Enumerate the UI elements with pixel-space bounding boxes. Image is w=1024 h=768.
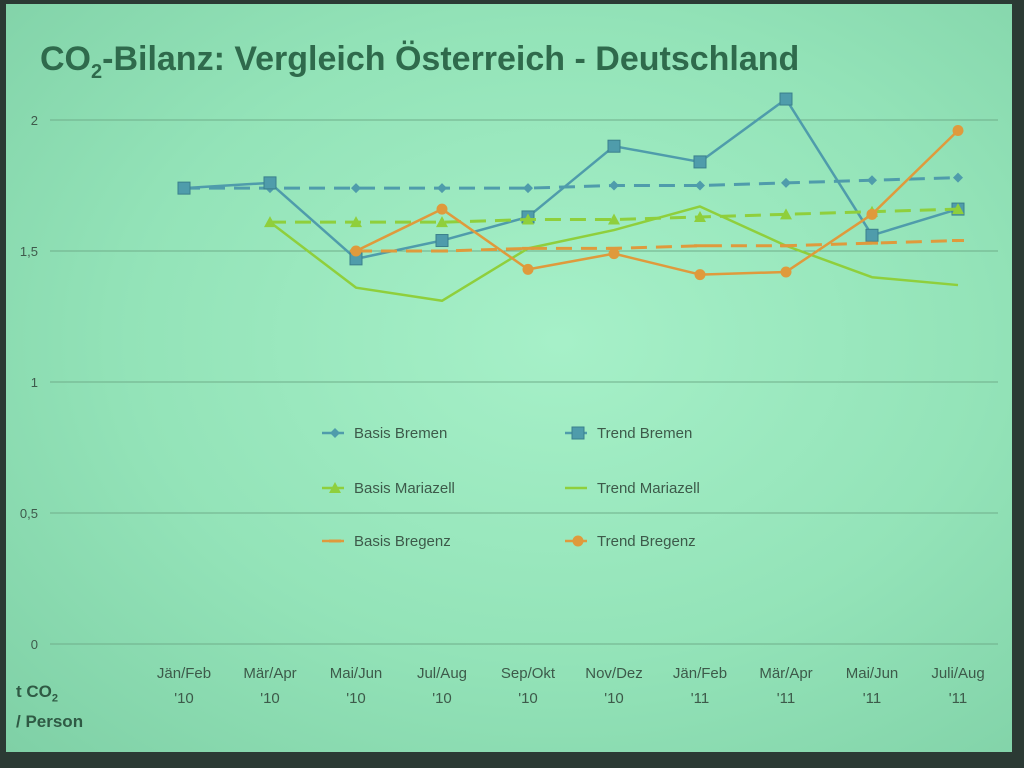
data-point-trend-bregenz — [436, 203, 448, 215]
x-tick-label: Jän/Feb — [157, 665, 211, 682]
legend-label-basis-bregenz: Basis Bregenz — [354, 533, 451, 550]
y-axis-label-line2: / Person — [16, 712, 84, 732]
data-point-trend-bregenz — [350, 245, 362, 257]
legend-label-basis-bremen: Basis Bremen — [354, 425, 447, 442]
x-tick-label: Sep/Okt — [501, 665, 556, 682]
data-point-basis-bremen — [437, 183, 447, 194]
x-tick-label-year: '11 — [863, 690, 881, 707]
y-tick-label: 2 — [31, 113, 38, 128]
series-line-basis-bregenz — [356, 239, 959, 253]
y-label-subscript: 2 — [51, 692, 59, 705]
x-tick-label: Juli/Aug — [931, 665, 984, 682]
legend-marker-basis-bremen — [330, 428, 340, 438]
legend-marker-basis-mariazell — [329, 482, 341, 493]
data-point-trend-bregenz — [866, 208, 878, 220]
y-label-main: t CO — [16, 682, 52, 701]
x-tick-label: Mär/Apr — [759, 665, 812, 682]
data-point-basis-mariazell — [350, 216, 362, 228]
y-axis-label-line1: t CO2 — [16, 680, 83, 710]
x-tick-label-year: '10 — [518, 690, 538, 707]
series-line-trend-mariazell — [269, 205, 959, 303]
x-tick-label-year: '10 — [174, 690, 194, 707]
y-axis-label: t CO2 / Person — [16, 680, 83, 734]
data-point-trend-bregenz — [952, 124, 964, 136]
data-point-trend-bremen — [865, 228, 879, 242]
data-point-trend-bremen — [177, 181, 191, 195]
data-point-basis-mariazell — [952, 203, 964, 215]
data-point-trend-bregenz — [780, 266, 792, 278]
title-main: CO — [40, 40, 91, 78]
y-tick-label: 1 — [31, 375, 38, 390]
title-rest: -Bilanz: Vergleich Österreich - Deutschl… — [102, 40, 800, 78]
x-tick-label: Nov/Dez — [585, 665, 643, 682]
data-point-trend-bremen — [779, 92, 793, 106]
legend-label-basis-mariazell: Basis Mariazell — [354, 480, 455, 497]
series-line-trend-bremen — [183, 97, 959, 261]
data-point-trend-bregenz — [694, 269, 706, 281]
x-tick-label: Mai/Jun — [846, 665, 899, 682]
series-line-basis-bremen — [184, 176, 959, 190]
legend-label-trend-bremen: Trend Bremen — [597, 425, 692, 442]
x-tick-label-year: '10 — [432, 690, 452, 707]
y-tick-label: 0 — [31, 637, 38, 652]
data-point-basis-bremen — [953, 172, 963, 183]
series-line-basis-mariazell — [270, 207, 959, 224]
legend-label-trend-mariazell: Trend Mariazell — [597, 480, 700, 497]
x-tick-label-year: '11 — [777, 690, 795, 707]
data-point-basis-mariazell — [780, 208, 792, 220]
x-tick-label: Jän/Feb — [673, 665, 727, 682]
data-point-basis-mariazell — [436, 216, 448, 228]
x-tick-label: Jul/Aug — [417, 665, 467, 682]
title-subscript: 2 — [91, 60, 103, 83]
data-point-basis-bremen — [609, 180, 619, 191]
x-tick-label: Mai/Jun — [330, 665, 383, 682]
x-tick-label-year: '11 — [691, 690, 709, 707]
series-line-trend-bregenz — [355, 129, 959, 276]
data-point-basis-mariazell — [608, 213, 620, 225]
data-point-basis-mariazell — [522, 213, 534, 225]
data-point-basis-bremen — [781, 177, 791, 188]
data-point-basis-bremen — [523, 183, 533, 194]
data-point-trend-bregenz — [522, 263, 534, 275]
data-point-basis-bremen — [867, 175, 877, 186]
data-point-trend-bremen — [263, 176, 277, 190]
x-tick-label-year: '10 — [346, 690, 366, 707]
slide-background: CO2-Bilanz: Vergleich Österreich - Deuts… — [6, 4, 1012, 752]
x-tick-label: Mär/Apr — [243, 665, 296, 682]
y-tick-label: 1,5 — [20, 244, 38, 259]
legend-marker-trend-bremen — [571, 426, 585, 440]
data-point-basis-mariazell — [694, 210, 706, 222]
y-tick-label: 0,5 — [20, 506, 38, 521]
legend-marker-trend-bregenz — [572, 535, 584, 547]
data-point-trend-bremen — [607, 139, 621, 153]
legend-label-trend-bregenz: Trend Bregenz — [597, 533, 696, 550]
x-tick-label-year: '10 — [260, 690, 280, 707]
data-point-basis-bremen — [351, 183, 361, 194]
data-point-trend-bregenz — [608, 248, 620, 260]
x-tick-label-year: '11 — [949, 690, 967, 707]
chart-title: CO2-Bilanz: Vergleich Österreich - Deuts… — [40, 40, 1000, 84]
data-point-trend-bremen — [435, 234, 449, 248]
data-point-trend-bremen — [693, 155, 707, 169]
x-tick-label-year: '10 — [604, 690, 624, 707]
data-point-basis-bremen — [695, 180, 705, 191]
